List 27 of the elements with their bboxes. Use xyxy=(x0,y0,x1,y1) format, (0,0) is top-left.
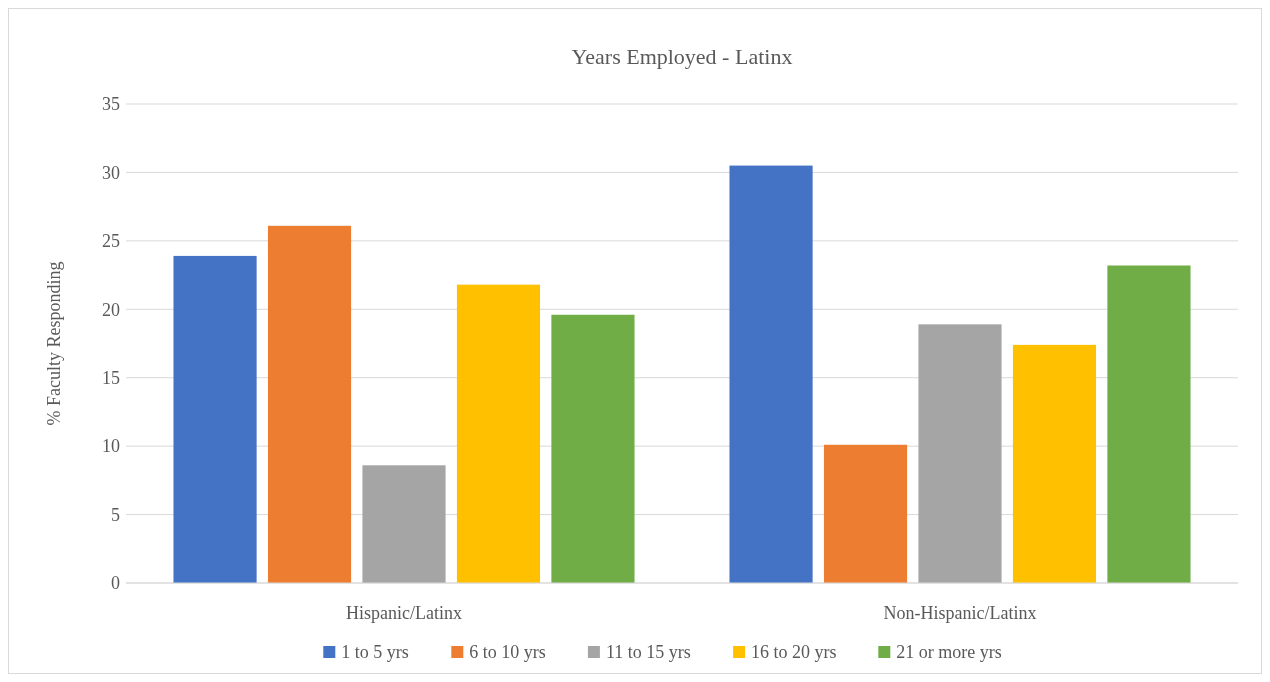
y-tick-label: 5 xyxy=(111,504,120,525)
x-tick-label: Non-Hispanic/Latinx xyxy=(883,603,1037,623)
bar xyxy=(551,314,635,583)
bar xyxy=(267,225,352,583)
chart-title: Years Employed - Latinx xyxy=(571,44,793,69)
y-tick-label: 35 xyxy=(102,94,120,115)
bar xyxy=(1012,344,1097,583)
bar xyxy=(823,444,908,583)
legend-label: 6 to 10 yrs xyxy=(469,642,546,662)
y-tick-label: 15 xyxy=(102,368,120,389)
x-tick-label: Hispanic/Latinx xyxy=(346,603,462,623)
legend-label: 16 to 20 yrs xyxy=(751,642,837,662)
bar xyxy=(456,284,541,583)
legend-label: 21 or more yrs xyxy=(896,642,1002,662)
y-tick-label: 30 xyxy=(102,162,120,183)
bar xyxy=(729,165,813,583)
y-tick-label: 25 xyxy=(102,231,120,252)
bar xyxy=(918,324,1002,583)
y-tick-label: 20 xyxy=(102,299,120,320)
bar xyxy=(362,465,446,583)
y-axis-title: % Faculty Responding xyxy=(44,261,64,426)
legend-label: 11 to 15 yrs xyxy=(605,642,691,662)
bar xyxy=(1107,265,1191,583)
y-tick-label: 10 xyxy=(102,436,120,457)
legend-label: 1 to 5 yrs xyxy=(341,642,409,662)
y-tick-label: 0 xyxy=(111,573,120,594)
bar xyxy=(173,255,257,583)
